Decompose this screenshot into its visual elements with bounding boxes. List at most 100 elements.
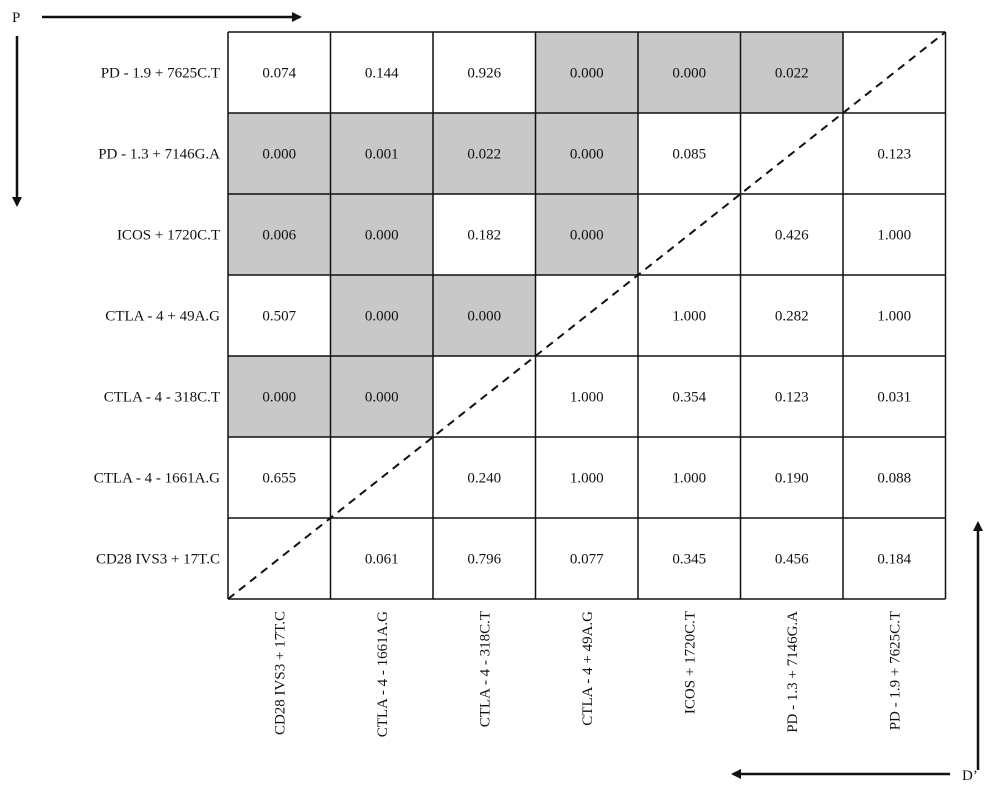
- cell-value: 0.006: [262, 228, 296, 244]
- cell-value: 1.000: [672, 309, 706, 325]
- matrix-cell: [843, 194, 946, 275]
- column-label: PD - 1.9 + 7625C.T: [887, 611, 903, 730]
- matrix-cell: [535, 194, 638, 275]
- cell-value: 0.022: [467, 147, 501, 163]
- matrix-cell: [433, 275, 536, 356]
- matrix-cell: [330, 113, 433, 194]
- matrix-cell: [535, 356, 638, 437]
- matrix-cell: [330, 356, 433, 437]
- column-labels: CD28 IVS3 + 17T.C CTLA - 4 - 1661A.G CTLA …: [272, 611, 903, 737]
- column-label: CD28 IVS3 + 17T.C: [272, 611, 288, 735]
- cell-value: 0.085: [672, 147, 706, 163]
- matrix-cell: [638, 518, 741, 599]
- cell-value: 0.190: [775, 471, 809, 487]
- matrix-cell: [535, 437, 638, 518]
- cell-value: 0.000: [570, 66, 604, 82]
- matrix-cell: [433, 194, 536, 275]
- row-label: CTLA - 4 - 318C.T: [104, 390, 220, 406]
- matrix-cell: [228, 356, 331, 437]
- matrix-cell: [638, 32, 741, 113]
- p-axis-label: P: [12, 10, 20, 26]
- row-label: CD28 IVS3 + 17T.C: [96, 552, 220, 568]
- matrix-cell: [843, 356, 946, 437]
- axis-arrows: P D’: [12, 10, 983, 784]
- cell-value: 0.123: [877, 147, 911, 163]
- cell-value: 0.426: [775, 228, 809, 244]
- matrix-cell: [740, 194, 843, 275]
- cell-value: 0.001: [365, 147, 399, 163]
- matrix-cell: [535, 518, 638, 599]
- cell-value: 0.000: [365, 228, 399, 244]
- cell-value: 0.000: [570, 228, 604, 244]
- row-labels: PD - 1.9 + 7625C.T PD - 1.3 + 7146G.A ICOS…: [94, 66, 220, 568]
- matrix-cell: [740, 518, 843, 599]
- row-label: ICOS + 1720C.T: [117, 228, 220, 244]
- matrix-cell: [330, 194, 433, 275]
- matrix-cell: [330, 518, 433, 599]
- matrix-cell: [740, 356, 843, 437]
- matrix-cell: [843, 518, 946, 599]
- cell-value: 0.282: [775, 309, 809, 325]
- column-label: CTLA - 4 - 1661A.G: [375, 611, 391, 737]
- cell-value: 0.184: [877, 552, 911, 568]
- d-axis-label: D’: [962, 768, 978, 784]
- matrix-cell: [433, 518, 536, 599]
- cell-value: 0.000: [672, 66, 706, 82]
- matrix-cell: [433, 32, 536, 113]
- matrix-cell: [638, 437, 741, 518]
- matrix-cell: [638, 113, 741, 194]
- column-label: CTLA - 4 - 318C.T: [477, 611, 493, 727]
- matrix-cell: [228, 113, 331, 194]
- column-label: ICOS + 1720C.T: [682, 611, 698, 714]
- matrix-cell: [843, 275, 946, 356]
- matrix-cell: [433, 437, 536, 518]
- matrix-diagonal: [227, 31, 947, 600]
- row-label: PD - 1.9 + 7625C.T: [101, 66, 220, 82]
- cell-value: 0.354: [672, 390, 706, 406]
- cell-value: 0.000: [365, 309, 399, 325]
- cell-value: 0.456: [775, 552, 809, 568]
- cell-value: 1.000: [570, 471, 604, 487]
- cell-value: 0.022: [775, 66, 809, 82]
- row-label: CTLA - 4 - 1661A.G: [94, 471, 220, 487]
- matrix-cell: [228, 32, 331, 113]
- diagonal-dashed-line: [227, 31, 947, 600]
- cell-value: 0.000: [467, 309, 501, 325]
- matrix-cell: [843, 113, 946, 194]
- cell-value: 0.345: [672, 552, 706, 568]
- matrix-cell: [330, 275, 433, 356]
- cell-value: 0.088: [877, 471, 911, 487]
- cell-value: 0.031: [877, 390, 911, 406]
- column-label: PD - 1.3 + 7146G.A: [785, 611, 801, 733]
- cell-value: 1.000: [877, 309, 911, 325]
- matrix-cells: 0.074 0.144 0.926 0.000 0.000 0.022 0.000 0.001…: [228, 32, 946, 599]
- cell-value: 0.000: [262, 390, 296, 406]
- cell-value: 0.507: [262, 309, 296, 325]
- matrix-cell: [228, 194, 331, 275]
- cell-value: 0.000: [570, 147, 604, 163]
- matrix-cell: [228, 275, 331, 356]
- matrix-cell: [740, 437, 843, 518]
- cell-value: 0.000: [262, 147, 296, 163]
- matrix-cell: [433, 113, 536, 194]
- cell-value: 0.000: [365, 390, 399, 406]
- row-label: PD - 1.3 + 7146G.A: [98, 147, 220, 163]
- cell-value: 0.074: [262, 66, 296, 82]
- matrix-cell: [228, 437, 331, 518]
- cell-value: 0.240: [467, 471, 501, 487]
- cell-value: 0.123: [775, 390, 809, 406]
- matrix-cell: [330, 32, 433, 113]
- cell-value: 0.182: [467, 228, 501, 244]
- matrix-cell: [843, 437, 946, 518]
- cell-value: 0.655: [262, 471, 296, 487]
- cell-value: 0.077: [570, 552, 604, 568]
- matrix-grid: [227, 31, 947, 600]
- matrix-cell: [740, 275, 843, 356]
- cell-value: 1.000: [672, 471, 706, 487]
- matrix-cell: [535, 32, 638, 113]
- cell-value: 0.144: [365, 66, 399, 82]
- cell-value: 1.000: [570, 390, 604, 406]
- matrix-cell: [535, 113, 638, 194]
